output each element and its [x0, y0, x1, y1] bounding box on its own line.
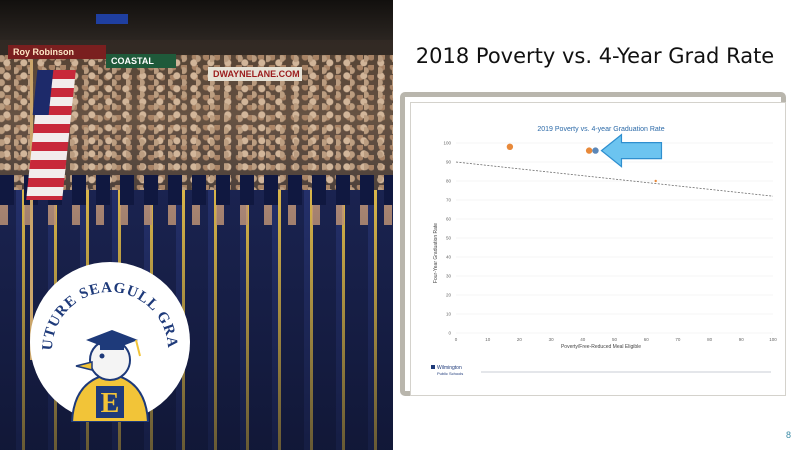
- x-tick-label: 60: [644, 337, 650, 342]
- chart-frame: 2019 Poverty vs. 4-year Graduation Rate …: [400, 92, 786, 396]
- y-tick-label: 0: [448, 331, 451, 336]
- page-number: 8: [786, 430, 792, 440]
- seagull-mascot-logo: FUTURE SEAGULL GRAD E: [30, 262, 179, 422]
- footer-logo-text: Wilmington: [437, 365, 462, 371]
- x-axis-label: Poverty/Free-Reduced Meal Eligible: [561, 344, 641, 350]
- highlight-arrow: [600, 133, 663, 168]
- x-tick-label: 10: [485, 337, 491, 342]
- trendline: [455, 161, 774, 197]
- data-point: [592, 147, 599, 154]
- y-tick-label: 60: [446, 217, 452, 222]
- future-seagull-grad-badge: FUTURE SEAGULL GRAD E: [30, 262, 190, 422]
- arena-ceiling: [0, 0, 393, 40]
- slide-title: 2018 Poverty vs. 4-Year Grad Rate: [415, 44, 775, 68]
- chart-inner: 2019 Poverty vs. 4-year Graduation Rate …: [410, 102, 786, 396]
- y-tick-label: 50: [446, 236, 452, 241]
- footer-logo-mark: [431, 365, 435, 369]
- arena-banner-3: DWAYNELANE.COM: [208, 67, 302, 81]
- x-tick-label: 90: [739, 337, 745, 342]
- scatter-chart: 2019 Poverty vs. 4-year Graduation Rate …: [431, 126, 777, 376]
- y-tick-label: 100: [443, 141, 451, 146]
- data-point: [585, 147, 593, 154]
- x-tick-label: 20: [517, 337, 523, 342]
- x-tick-label: 30: [549, 337, 555, 342]
- y-tick-label: 40: [446, 255, 452, 260]
- chart-title: 2019 Poverty vs. 4-year Graduation Rate: [537, 126, 664, 133]
- x-tick-label: 80: [707, 337, 713, 342]
- scoreboard-sign: [96, 14, 128, 24]
- y-tick-label: 90: [446, 160, 452, 165]
- graduation-photo: Roy Robinson COASTAL DWAYNELANE.COM FUTU…: [0, 0, 393, 450]
- data-point: [506, 143, 514, 150]
- arena-banner-1: Roy Robinson: [8, 45, 106, 59]
- y-tick-label: 80: [446, 179, 452, 184]
- badge-letter: E: [101, 388, 120, 419]
- y-tick-label: 70: [446, 198, 452, 203]
- arena-banner-2: COASTAL: [106, 54, 176, 68]
- x-tick-label: 0: [455, 337, 458, 342]
- x-tick-label: 40: [580, 337, 586, 342]
- y-tick-label: 30: [446, 274, 452, 279]
- flag-pole: [30, 60, 33, 360]
- x-tick-label: 100: [769, 337, 777, 342]
- data-point: [654, 179, 657, 183]
- y-axis-label: Four-Year Graduation Rate: [433, 223, 439, 283]
- x-tick-label: 50: [612, 337, 618, 342]
- x-tick-label: 70: [675, 337, 681, 342]
- y-tick-label: 10: [446, 312, 452, 317]
- y-tick-label: 20: [446, 293, 452, 298]
- footer-logo-subtext: Public Schools: [437, 371, 463, 376]
